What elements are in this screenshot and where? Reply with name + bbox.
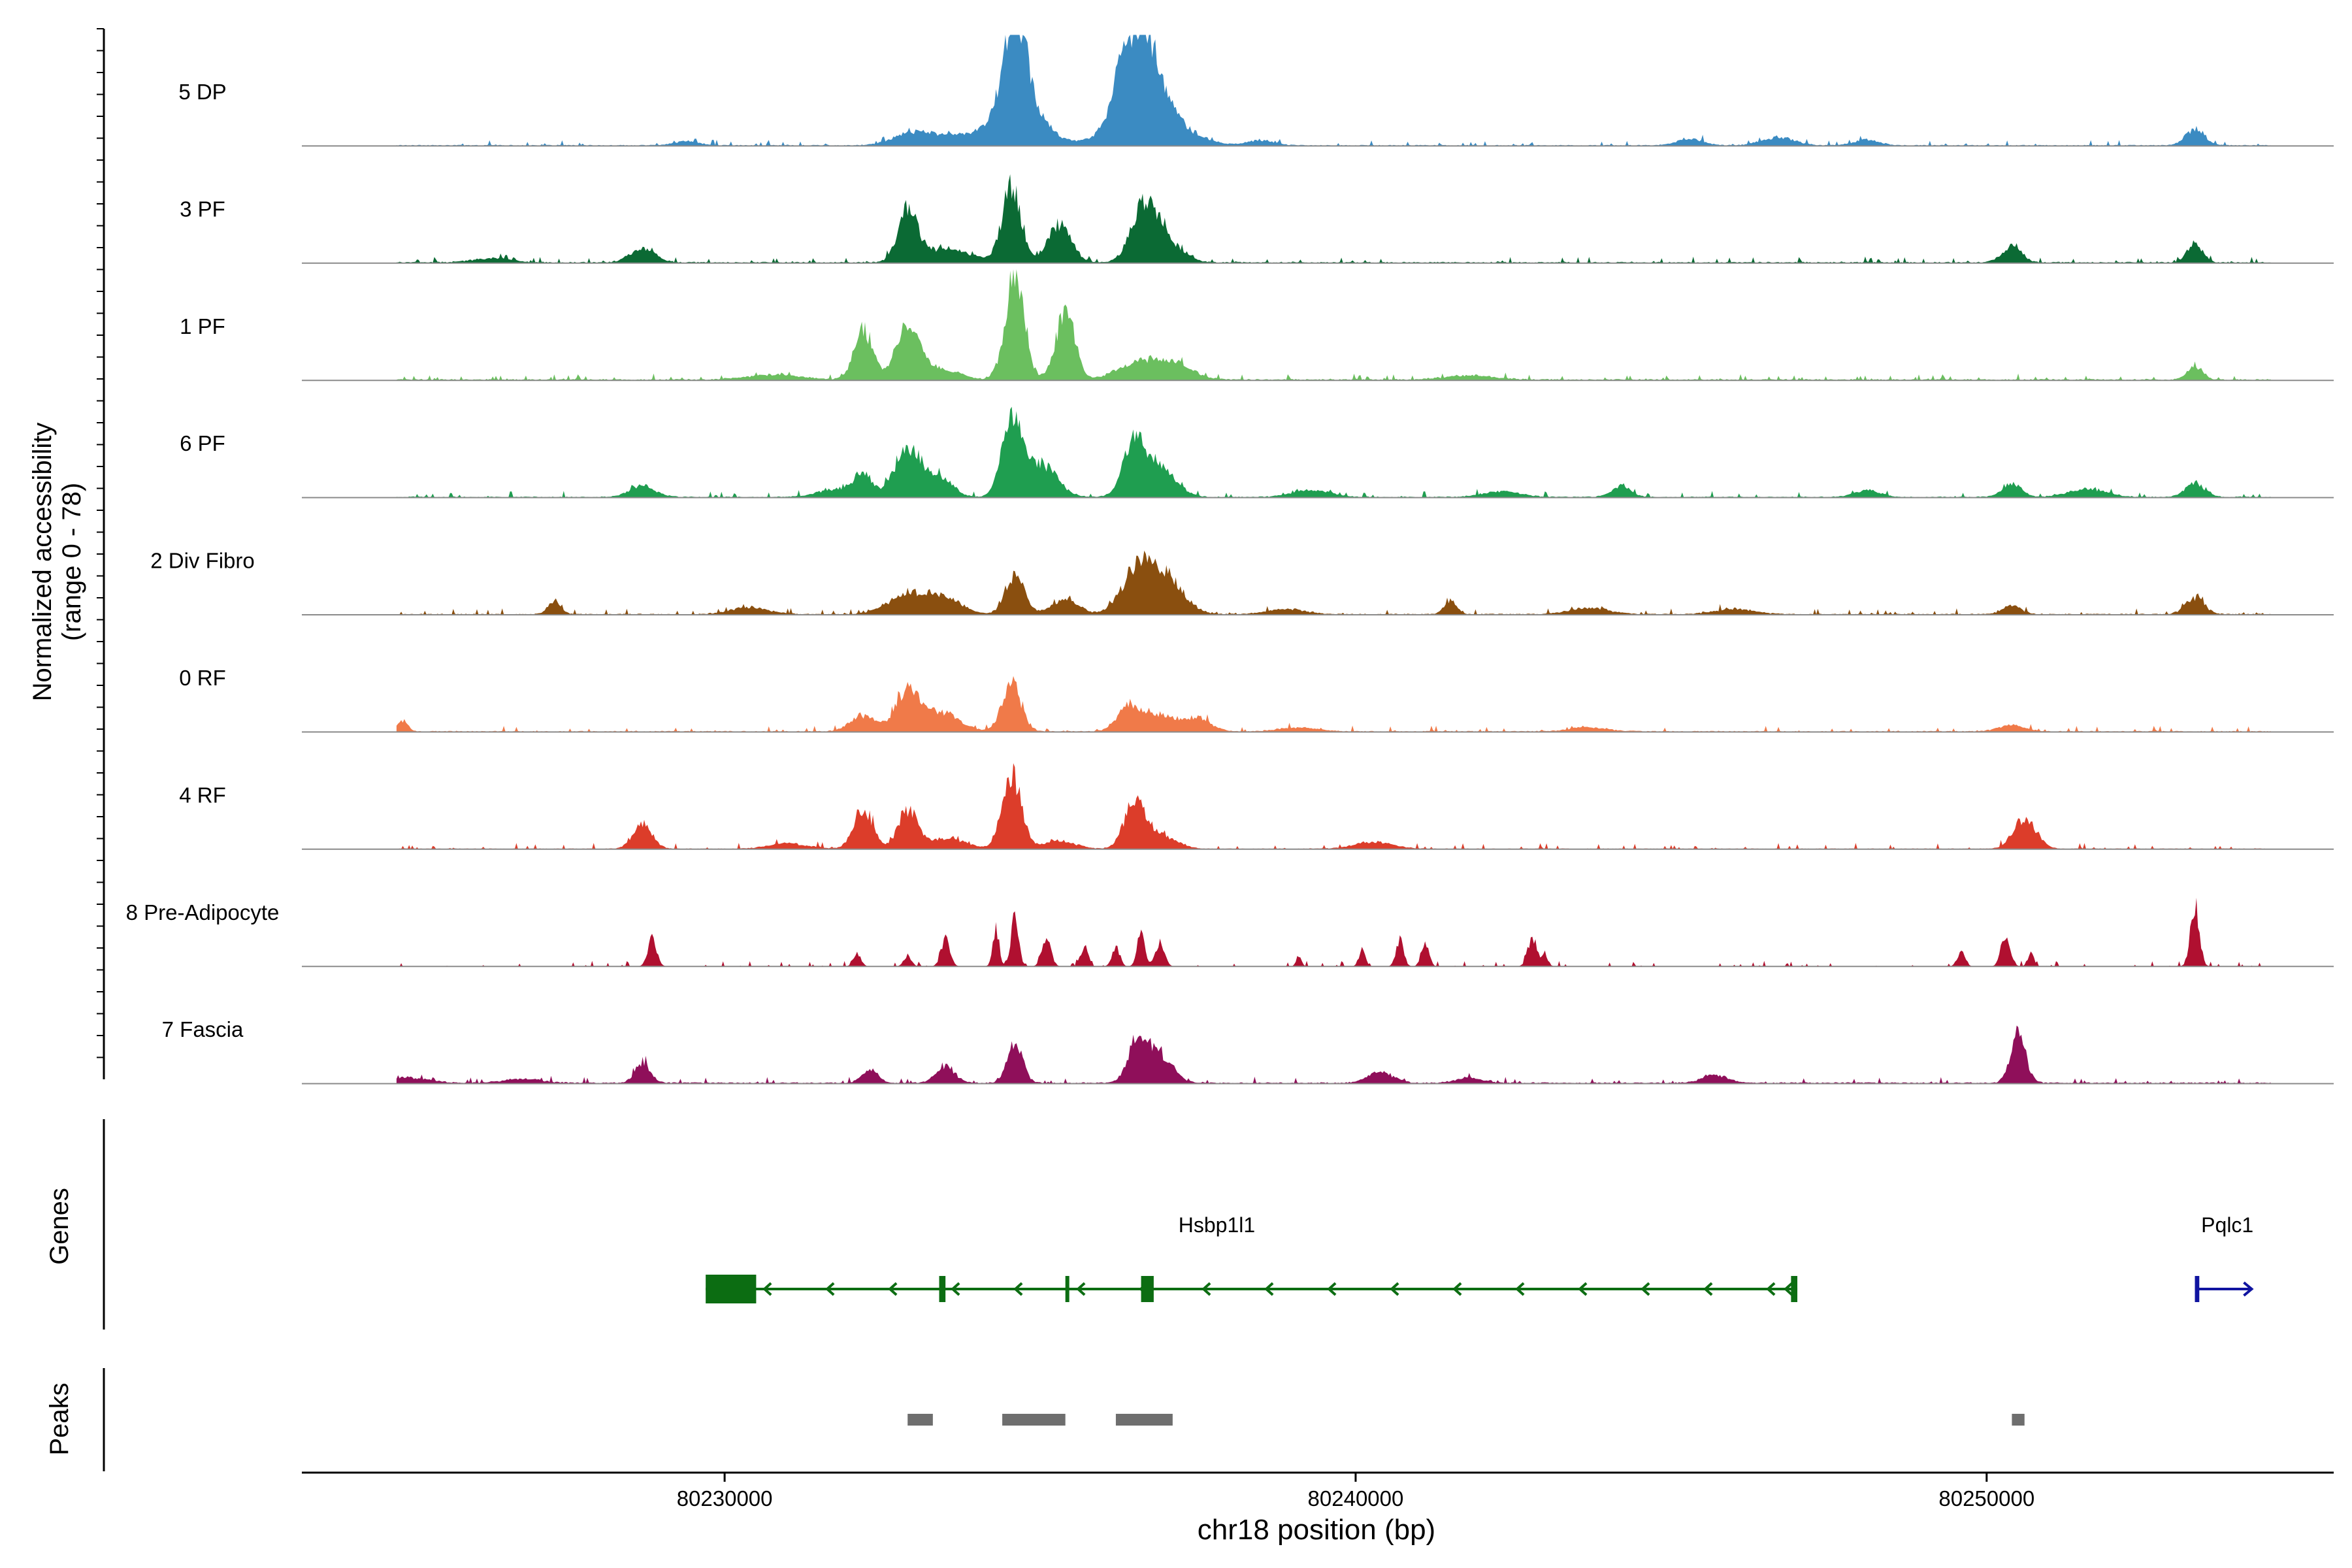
gene-exon: [2195, 1276, 2200, 1302]
gene-annotations: Hsbp1l1 Pqlc1: [706, 1213, 2254, 1303]
track-2-div-fibro: 2 Div Fibro: [150, 549, 2334, 615]
gene-exon: [1791, 1276, 1798, 1302]
track-label: 7 Fascia: [162, 1017, 244, 1041]
strand-arrow: [1784, 1282, 1793, 1296]
track-6-pf: 6 PF: [180, 406, 2334, 498]
peak-region: [1002, 1414, 1066, 1426]
peak-region: [907, 1414, 933, 1426]
track-label: 1 PF: [180, 314, 225, 338]
track-label: 8 Pre-Adipocyte: [126, 900, 280, 924]
track-7-fascia: 7 Fascia: [162, 1017, 2334, 1085]
track-1-pf: 1 PF: [180, 269, 2334, 382]
coverage-tracks: 5 DP 3 PF 1 PF 6 PF 2 Div Fibro 0 RF 4 RF 8 Pre…: [126, 35, 2334, 1085]
strand-arrow: [1139, 1282, 1149, 1296]
strand-arrow: [1076, 1282, 1086, 1296]
coverage-y-ticks: [97, 28, 104, 1058]
track-label: 4 RF: [179, 783, 226, 807]
gene-exon: [1141, 1276, 1154, 1302]
y-axis-label-line1: Normalized accessibility: [28, 423, 57, 702]
x-axis-ticks: 80230000 80240000 80250000: [677, 1473, 2034, 1511]
strand-arrow: [1327, 1282, 1337, 1296]
track-3-pf: 3 PF: [180, 174, 2334, 264]
track-4-rf: 4 RF: [179, 763, 2334, 850]
x-axis-label: chr18 position (bp): [1198, 1514, 1435, 1546]
strand-arrow: [1264, 1282, 1274, 1296]
genes-panel-label: Genes: [45, 1188, 74, 1265]
strand-arrow: [1703, 1282, 1713, 1296]
gene-hsbp1l1: Hsbp1l1: [706, 1213, 1798, 1303]
x-tick-label: 80230000: [677, 1486, 773, 1511]
track-5-dp: 5 DP: [178, 35, 2334, 147]
gene-label: Pqlc1: [2201, 1213, 2253, 1237]
coverage-area: [396, 763, 2271, 849]
gene-exon: [939, 1276, 946, 1302]
strand-arrow: [1390, 1282, 1399, 1296]
strand-arrow: [951, 1282, 960, 1296]
y-axis-label-line2: (range 0 - 78): [57, 483, 86, 641]
coverage-area: [396, 269, 2271, 381]
gene-label: Hsbp1l1: [1179, 1213, 1255, 1237]
strand-arrow: [1452, 1282, 1462, 1296]
strand-arrow: [2243, 1281, 2254, 1297]
track-8-pre-adipocyte: 8 Pre-Adipocyte: [126, 898, 2334, 968]
track-label: 0 RF: [179, 666, 226, 690]
strand-arrow: [1515, 1282, 1525, 1296]
track-label: 6 PF: [180, 431, 225, 455]
peaks-panel-label: Peaks: [45, 1382, 74, 1455]
strand-arrow: [1766, 1282, 1776, 1296]
x-tick-label: 80240000: [1308, 1486, 1404, 1511]
x-tick-label: 80250000: [1938, 1486, 2034, 1511]
track-0-rf: 0 RF: [179, 666, 2334, 733]
strand-arrow: [1641, 1282, 1650, 1296]
peak-region: [2012, 1414, 2025, 1426]
peak-regions: [907, 1414, 2025, 1426]
strand-arrow: [1013, 1282, 1023, 1296]
strand-arrow: [1578, 1282, 1588, 1296]
track-label: 5 DP: [178, 80, 226, 104]
strand-arrow: [888, 1282, 898, 1296]
gene-exon: [706, 1275, 757, 1303]
strand-arrow: [1201, 1282, 1211, 1296]
gene-exon: [1065, 1276, 1070, 1302]
strand-arrow: [762, 1282, 772, 1296]
gene-pqlc1: Pqlc1: [2195, 1213, 2254, 1302]
coverage-area: [396, 676, 2271, 732]
peak-region: [1115, 1414, 1173, 1426]
track-label: 2 Div Fibro: [150, 549, 255, 573]
track-label: 3 PF: [180, 197, 225, 221]
strand-arrow: [825, 1282, 835, 1296]
